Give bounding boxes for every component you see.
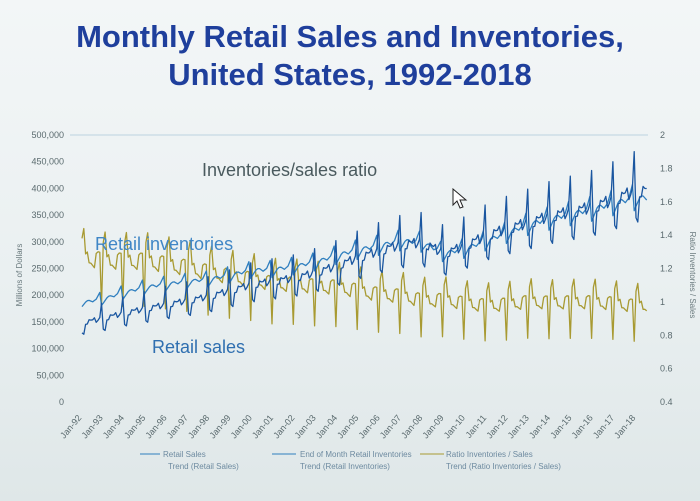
y-tick-label: 250,000 <box>31 264 64 274</box>
annotation-inventories: Retail inventories <box>95 234 233 254</box>
y-tick-label: 350,000 <box>31 210 64 220</box>
y2-tick-label: 0.6 <box>660 364 673 374</box>
y-tick-label: 200,000 <box>31 290 64 300</box>
y2-tick-label: 0.8 <box>660 330 673 340</box>
x-tick-label: Jan-15 <box>548 413 573 441</box>
y2-axis-ticks: 2 1.8 1.6 1.4 1.2 1 0.8 0.6 0.4 <box>660 130 673 407</box>
x-tick-label: Jan-98 <box>186 413 211 441</box>
y2-tick-label: 1.2 <box>660 264 673 274</box>
x-tick-label: Jan-97 <box>165 413 190 441</box>
y2-tick-label: 1 <box>660 297 665 307</box>
x-tick-label: Jan-92 <box>58 413 83 441</box>
x-tick-label: Jan-14 <box>527 413 552 441</box>
x-tick-label: Jan-95 <box>122 413 147 441</box>
x-tick-label: Jan-00 <box>229 413 254 441</box>
y-tick-label: 50,000 <box>36 370 64 380</box>
y2-tick-label: 2 <box>660 130 665 140</box>
x-tick-label: Jan-08 <box>399 413 424 441</box>
annotation-ratio: Inventories/sales ratio <box>202 160 377 180</box>
chart-title: Monthly Retail Sales and Inventories, Un… <box>0 18 700 94</box>
mouse-cursor-icon <box>452 188 468 209</box>
x-tick-label: Jan-96 <box>143 413 168 441</box>
x-tick-label: Jan-10 <box>442 413 467 441</box>
x-tick-label: Jan-13 <box>506 413 531 441</box>
y-tick-label: 400,000 <box>31 183 64 193</box>
x-tick-label: Jan-03 <box>293 413 318 441</box>
y-axis-title: Millions of Dollars <box>15 244 24 307</box>
legend: Retail Sales Trend (Retail Sales) End of… <box>140 450 561 471</box>
x-tick-label: Jan-94 <box>101 413 126 441</box>
x-tick-label: Jan-16 <box>570 413 595 441</box>
x-tick-label: Jan-01 <box>250 413 275 441</box>
x-tick-label: Jan-11 <box>463 413 488 440</box>
y-tick-label: 0 <box>59 397 64 407</box>
series-line-ratio <box>81 227 648 342</box>
y2-tick-label: 1.6 <box>660 197 673 207</box>
legend-item-ratio: Ratio Inventories / Sales <box>446 450 533 459</box>
legend-item-inventories: End of Month Retail Inventories <box>300 450 412 459</box>
x-tick-label: Jan-93 <box>79 413 104 441</box>
legend-item-trend-inventories: Trend (Retail Inventories) <box>300 462 390 471</box>
chart-title-line-1: Monthly Retail Sales and Inventories, <box>76 19 624 54</box>
y-tick-label: 100,000 <box>31 344 64 354</box>
x-tick-label: Jan-18 <box>612 413 637 441</box>
series-line-inventories <box>81 184 648 308</box>
x-tick-label: Jan-06 <box>356 413 381 441</box>
y2-tick-label: 1.4 <box>660 230 673 240</box>
y-tick-label: 300,000 <box>31 237 64 247</box>
legend-item-trend-ratio: Trend (Ratio Inventories / Sales) <box>446 462 561 471</box>
y-tick-label: 500,000 <box>31 130 64 140</box>
legend-item-trend-sales: Trend (Retail Sales) <box>168 462 239 471</box>
x-tick-label: Jan-02 <box>271 413 296 441</box>
x-tick-label: Jan-99 <box>207 413 232 441</box>
x-tick-label: Jan-04 <box>314 413 339 441</box>
y2-axis-title: Ratio Inventories / Sales <box>688 232 697 319</box>
series-line-sales <box>81 151 647 335</box>
series-lines <box>81 151 648 342</box>
x-tick-label: Jan-05 <box>335 413 360 441</box>
y-axis-ticks: 500,000 450,000 400,000 350,000 300,000 250,0… <box>31 130 64 407</box>
y2-tick-label: 0.4 <box>660 397 673 407</box>
legend-item-sales: Retail Sales <box>163 450 206 459</box>
annotation-sales: Retail sales <box>152 337 245 357</box>
x-axis-ticks: Jan-92Jan-93Jan-94Jan-95Jan-96Jan-97Jan-… <box>58 413 637 441</box>
y-tick-label: 150,000 <box>31 317 64 327</box>
x-tick-label: Jan-12 <box>484 413 509 441</box>
y-tick-label: 450,000 <box>31 157 64 167</box>
x-tick-label: Jan-17 <box>591 413 616 441</box>
x-tick-label: Jan-07 <box>378 413 403 441</box>
chart-title-line-2: United States, 1992-2018 <box>168 57 532 92</box>
x-tick-label: Jan-09 <box>420 413 445 441</box>
y2-tick-label: 1.8 <box>660 163 673 173</box>
